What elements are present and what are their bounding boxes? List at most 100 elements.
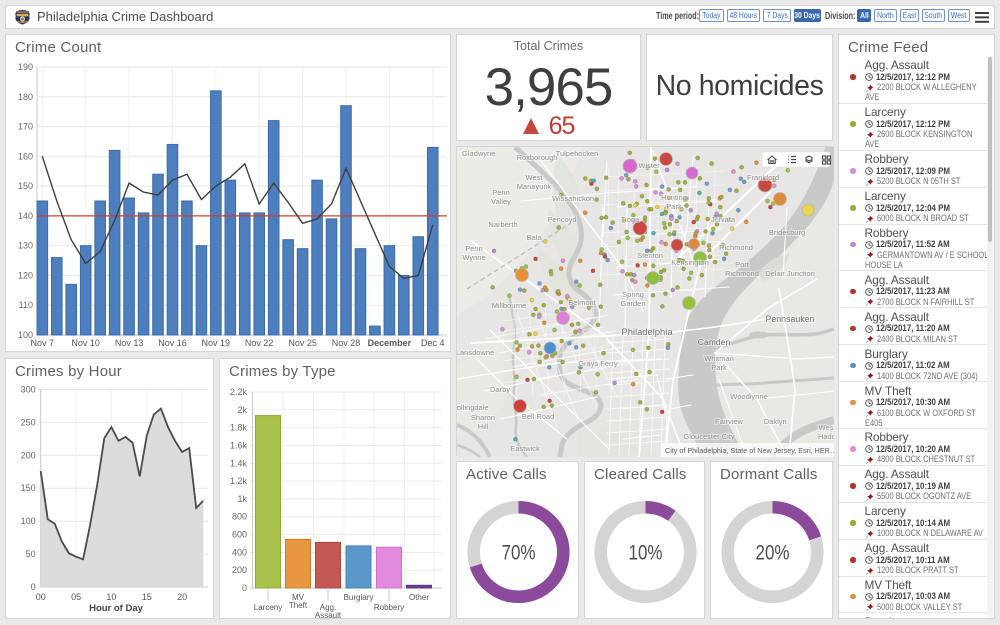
svg-text:Dec 4: Dec 4 [421,338,445,348]
svg-text:170: 170 [18,122,33,132]
svg-text:December: December [368,338,412,348]
svg-text:120: 120 [18,270,33,280]
svg-text:Woodlynne: Woodlynne [730,392,767,401]
svg-text:Stenton: Stenton [637,251,663,260]
svg-text:150: 150 [18,181,33,191]
svg-text:Fairview: Fairview [715,417,744,426]
svg-text:0: 0 [242,583,247,593]
svg-text:Pennsauken: Pennsauken [766,314,815,324]
svg-text:Agg.: Agg. [320,603,336,612]
svg-text:Wes: Wes [819,423,834,432]
svg-text:Robbery: Robbery [374,603,404,612]
svg-text:2.2k: 2.2k [230,387,248,397]
svg-text:Park: Park [711,363,727,372]
svg-text:10: 10 [106,592,116,602]
svg-text:Richmond: Richmond [725,269,759,278]
svg-text:1k: 1k [237,494,247,504]
svg-text:Wynne: Wynne [462,253,485,262]
svg-text:110: 110 [19,300,33,310]
svg-text:Theft: Theft [289,601,308,610]
svg-text:Nov 16: Nov 16 [158,338,187,348]
svg-text:150: 150 [21,483,36,493]
svg-text:Nov 22: Nov 22 [245,338,274,348]
svg-text:00: 00 [36,592,46,602]
svg-text:20: 20 [177,592,187,602]
svg-text:20%: 20% [756,542,790,565]
svg-text:Delair Junction: Delair Junction [765,269,815,278]
svg-text:2k: 2k [237,405,247,415]
svg-text:1.6k: 1.6k [230,441,248,451]
svg-text:Hunting: Hunting [661,193,687,202]
svg-text:Belmont: Belmont [568,298,596,307]
svg-text:130: 130 [18,241,33,251]
svg-text:140: 140 [18,211,33,221]
svg-text:Nov 7: Nov 7 [31,338,55,348]
svg-text:400: 400 [232,547,247,557]
svg-text:Gloucester City: Gloucester City [683,432,735,441]
svg-text:1.2k: 1.2k [230,476,248,486]
svg-text:200: 200 [21,450,36,460]
svg-text:City of Philadelphia, State of: City of Philadelphia, State of New Jerse… [665,446,834,455]
svg-text:100: 100 [18,330,33,340]
svg-text:MV: MV [292,593,305,602]
svg-text:600: 600 [232,530,247,540]
svg-text:Hill: Hill [478,422,489,431]
svg-text:Kensington: Kensington [671,258,709,267]
svg-text:1.8k: 1.8k [230,423,248,433]
svg-text:800: 800 [232,512,247,522]
svg-text:300: 300 [21,385,36,395]
svg-text:Whitman: Whitman [704,354,734,363]
svg-text:160: 160 [18,151,33,161]
svg-text:0: 0 [31,582,36,592]
svg-text:Juniata: Juniata [711,215,736,224]
svg-text:Nov 28: Nov 28 [332,338,361,348]
svg-text:Park: Park [666,202,682,211]
svg-text:Tulpehocken: Tulpehocken [556,149,599,158]
svg-text:Millbourne: Millbourne [492,301,527,310]
svg-text:Bala: Bala [526,233,542,242]
svg-text:Port: Port [735,260,750,269]
svg-text:Tioga: Tioga [621,215,640,224]
svg-text:Penn: Penn [492,188,510,197]
svg-text:50: 50 [26,549,36,559]
svg-text:Other: Other [409,593,429,602]
svg-text:Camden: Camden [698,337,731,347]
svg-text:250: 250 [21,417,36,427]
svg-text:Nov 10: Nov 10 [71,338,100,348]
svg-text:Manayunk: Manayunk [517,182,552,191]
svg-text:Nov 19: Nov 19 [202,338,231,348]
svg-text:190: 190 [18,62,33,72]
svg-text:Penn: Penn [465,244,483,253]
svg-text:200: 200 [232,565,247,575]
svg-text:Narberth: Narberth [488,220,517,229]
svg-text:Sharon: Sharon [471,413,495,422]
svg-text:Nov 13: Nov 13 [115,338,144,348]
svg-text:Bridesburg: Bridesburg [769,228,805,237]
svg-text:Larceny: Larceny [254,603,282,612]
svg-text:Garden: Garden [620,299,645,308]
svg-text:Wister: Wister [638,161,660,170]
svg-text:Nov 25: Nov 25 [288,338,317,348]
svg-text:1.4k: 1.4k [230,458,248,468]
svg-text:10%: 10% [629,542,663,565]
svg-text:180: 180 [18,92,33,102]
svg-text:Grays Ferry: Grays Ferry [578,359,618,368]
svg-text:70%: 70% [502,542,536,565]
svg-text:Eastwick: Eastwick [510,444,540,453]
svg-text:Richmond: Richmond [719,243,753,252]
svg-text:100: 100 [21,516,36,526]
svg-text:Roxborough: Roxborough [517,153,558,162]
svg-text:Frankford: Frankford [747,173,779,182]
svg-text:Valley: Valley [491,197,511,206]
svg-text:05: 05 [71,592,81,602]
svg-text:Haddo: Haddo [818,432,834,441]
svg-text:Oaklyn: Oaklyn [763,417,786,426]
svg-text:Hour of Day: Hour of Day [89,603,144,614]
svg-text:Wissahickon: Wissahickon [552,194,594,203]
svg-text:15: 15 [142,592,152,602]
svg-text:Bell Road: Bell Road [522,412,555,421]
svg-text:West: West [526,173,544,182]
svg-text:Spring: Spring [622,290,644,299]
svg-text:Philadelphia: Philadelphia [621,326,673,337]
svg-text:Darby: Darby [490,385,510,394]
